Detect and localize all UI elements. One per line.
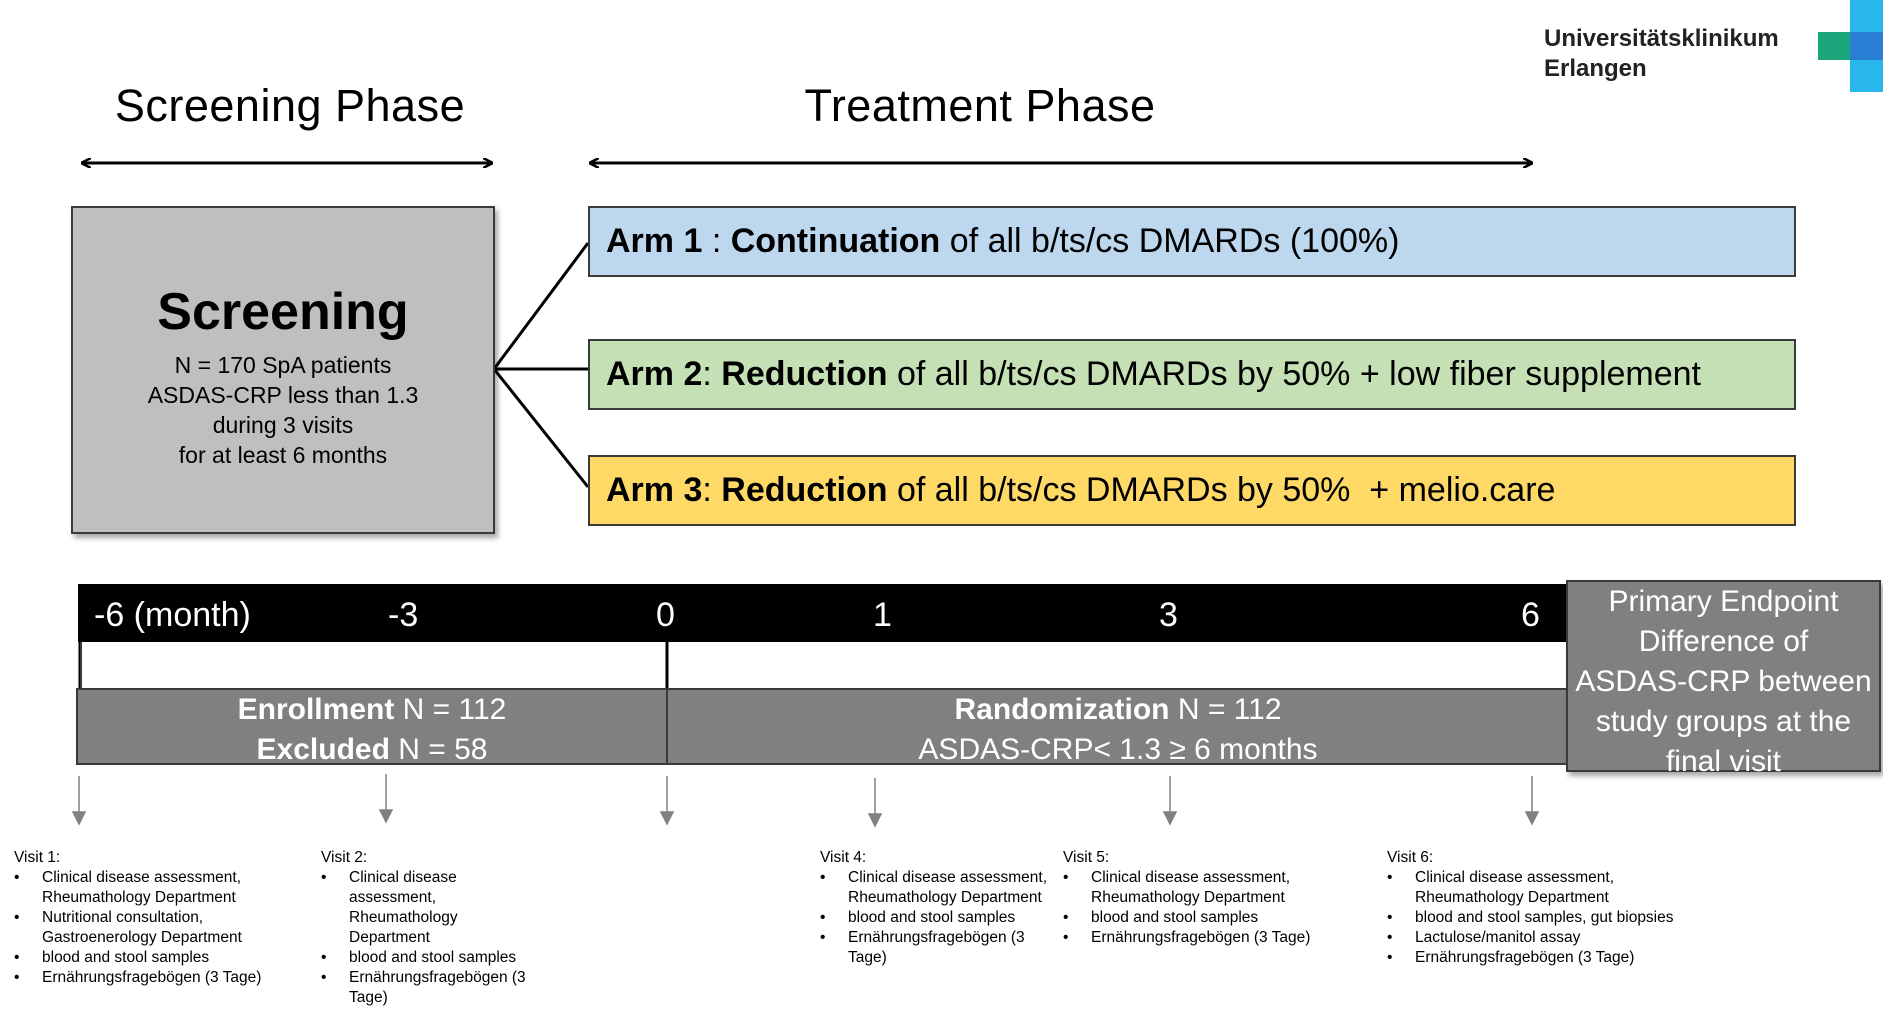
primary-endpoint-box: Primary Endpoint Difference of ASDAS-CRP… bbox=[1566, 580, 1881, 778]
visit-2-notes: Visit 2: Clinical disease assessment, Rh… bbox=[321, 848, 531, 1008]
visit-2-item-3: Ernährungsfragebögen (3 Tage) bbox=[321, 968, 531, 1008]
visit-6-item-3: Lactulose/manitol assay bbox=[1387, 928, 1687, 948]
visit-5-item-1: Clinical disease assessment, Rheumatholo… bbox=[1063, 868, 1323, 908]
randomization-criteria: ASDAS-CRP< 1.3 ≥ 6 months bbox=[918, 733, 1318, 766]
visit-2-arrowhead bbox=[378, 809, 394, 824]
visit-4-item-1: Clinical disease assessment, Rheumatholo… bbox=[820, 868, 1060, 908]
visit-5-arrowhead bbox=[1162, 811, 1178, 826]
visit-1-title: Visit 1: bbox=[14, 849, 61, 866]
arm-1-action: Continuation bbox=[730, 222, 941, 260]
screening-line-3: during 3 visits bbox=[212, 412, 354, 438]
visit-5-item-3: Ernährungsfragebögen (3 Tage) bbox=[1063, 928, 1323, 948]
tick-3: 3 bbox=[1159, 596, 1178, 634]
visit-6-item-1: Clinical disease assessment, Rheumatholo… bbox=[1387, 868, 1687, 908]
enrollment-box: Enrollment N = 112 Excluded N = 58 bbox=[76, 688, 668, 766]
visit-5-notes: Visit 5: Clinical disease assessment, Rh… bbox=[1063, 848, 1323, 948]
excluded-count: N = 58 bbox=[389, 733, 488, 766]
arm-3-box: Arm 3: Reduction of all b/ts/cs DMARDs b… bbox=[588, 455, 1796, 526]
screening-line-1: N = 170 SpA patients bbox=[174, 352, 392, 378]
arm-2-box: Arm 2: Reduction of all b/ts/cs DMARDs b… bbox=[588, 339, 1796, 410]
treatment-phase-title: Treatment Phase bbox=[804, 80, 1156, 131]
excluded-label: Excluded bbox=[256, 733, 390, 766]
visit-1-item-4: Ernährungsfragebögen (3 Tage) bbox=[14, 968, 274, 988]
tick-minus-6: -6 (month) bbox=[94, 596, 251, 634]
arm-2-action: Reduction bbox=[721, 355, 888, 393]
arm-3-sep: : bbox=[702, 471, 722, 509]
arm-2-sep: : bbox=[702, 355, 722, 393]
tick-1: 1 bbox=[873, 596, 892, 634]
arm-1-box: Arm 1 : Continuation of all b/ts/cs DMAR… bbox=[588, 206, 1796, 277]
logo-mark-icon bbox=[1818, 0, 1883, 92]
visit-4-item-2: blood and stool samples bbox=[820, 908, 1060, 928]
branch-line-arm-1 bbox=[492, 242, 590, 370]
enrollment-label: Enrollment bbox=[237, 693, 395, 726]
visit-5-item-2: blood and stool samples bbox=[1063, 908, 1323, 928]
arm-1-sep: : bbox=[702, 222, 731, 260]
timeline-bar: -6 (month) -3 0 1 3 6 bbox=[78, 584, 1570, 642]
screening-title: Screening bbox=[157, 283, 409, 341]
logo-line-2: Erlangen bbox=[1544, 55, 1647, 82]
visit-1-notes: Visit 1: Clinical disease assessment, Rh… bbox=[14, 848, 274, 988]
visit-2-item-1: Clinical disease assessment, Rheumatholo… bbox=[321, 868, 531, 948]
arm-3-action: Reduction bbox=[721, 471, 888, 509]
tick-minus-3: -3 bbox=[388, 596, 419, 634]
visit-4-item-3: Ernährungsfragebögen (3 Tage) bbox=[820, 928, 1060, 968]
endpoint-line-5: final visit bbox=[1665, 745, 1782, 778]
screening-box: Screening N = 170 SpA patients ASDAS-CRP… bbox=[71, 206, 495, 534]
visit-3-arrowhead bbox=[659, 811, 675, 826]
branch-line-arm-3 bbox=[492, 368, 590, 488]
timeline-white-strip bbox=[80, 642, 1568, 688]
arm-3-label: Arm 3 bbox=[606, 471, 703, 509]
visit-6-arrowhead bbox=[1524, 811, 1540, 826]
logo-line-1: Universitätsklinikum bbox=[1544, 25, 1779, 52]
visit-4-arrowhead bbox=[867, 813, 883, 828]
arm-2-text: of all b/ts/cs DMARDs by 50% + low fiber… bbox=[887, 355, 1701, 393]
tick-6: 6 bbox=[1521, 596, 1540, 634]
visit-1-item-1: Clinical disease assessment, Rheumatholo… bbox=[14, 868, 274, 908]
screening-phase-title: Screening Phase bbox=[114, 80, 466, 131]
visit-6-title: Visit 6: bbox=[1387, 849, 1434, 866]
endpoint-line-4: study groups at the bbox=[1595, 705, 1852, 738]
arm-1-label: Arm 1 bbox=[606, 222, 703, 260]
endpoint-line-3: ASDAS-CRP between bbox=[1575, 665, 1872, 698]
randomization-box: Randomization N = 112 ASDAS-CRP< 1.3 ≥ 6… bbox=[666, 688, 1570, 766]
visit-4-title: Visit 4: bbox=[820, 849, 867, 866]
visit-6-notes: Visit 6: Clinical disease assessment, Rh… bbox=[1387, 848, 1687, 968]
visit-6-item-4: Ernährungsfragebögen (3 Tage) bbox=[1387, 948, 1687, 968]
visit-5-title: Visit 5: bbox=[1063, 849, 1110, 866]
screening-line-2: ASDAS-CRP less than 1.3 bbox=[147, 382, 419, 408]
endpoint-line-1: Primary Endpoint bbox=[1608, 585, 1839, 618]
enrollment-count: N = 112 bbox=[394, 693, 507, 726]
screening-line-4: for at least 6 months bbox=[178, 442, 388, 468]
arm-2-label: Arm 2 bbox=[606, 355, 703, 393]
visit-2-title: Visit 2: bbox=[321, 849, 368, 866]
logo-text: Universitätsklinikum Erlangen bbox=[1544, 24, 1779, 84]
visit-4-notes: Visit 4: Clinical disease assessment, Rh… bbox=[820, 848, 1060, 968]
visit-6-item-2: blood and stool samples, gut biopsies bbox=[1387, 908, 1687, 928]
visit-1-arrowhead bbox=[71, 811, 87, 826]
visit-1-item-2: Nutritional consultation, Gastroenerolog… bbox=[14, 908, 274, 948]
arm-1-text: of all b/ts/cs DMARDs (100%) bbox=[940, 222, 1400, 260]
visit-2-item-2: blood and stool samples bbox=[321, 948, 531, 968]
visit-1-item-3: blood and stool samples bbox=[14, 948, 274, 968]
tick-0: 0 bbox=[656, 596, 675, 634]
arm-3-text: of all b/ts/cs DMARDs by 50% + melio.car… bbox=[887, 471, 1556, 509]
randomization-count: N = 112 bbox=[1169, 693, 1282, 726]
endpoint-line-2: Difference of bbox=[1638, 625, 1809, 658]
randomization-label: Randomization bbox=[954, 693, 1170, 726]
